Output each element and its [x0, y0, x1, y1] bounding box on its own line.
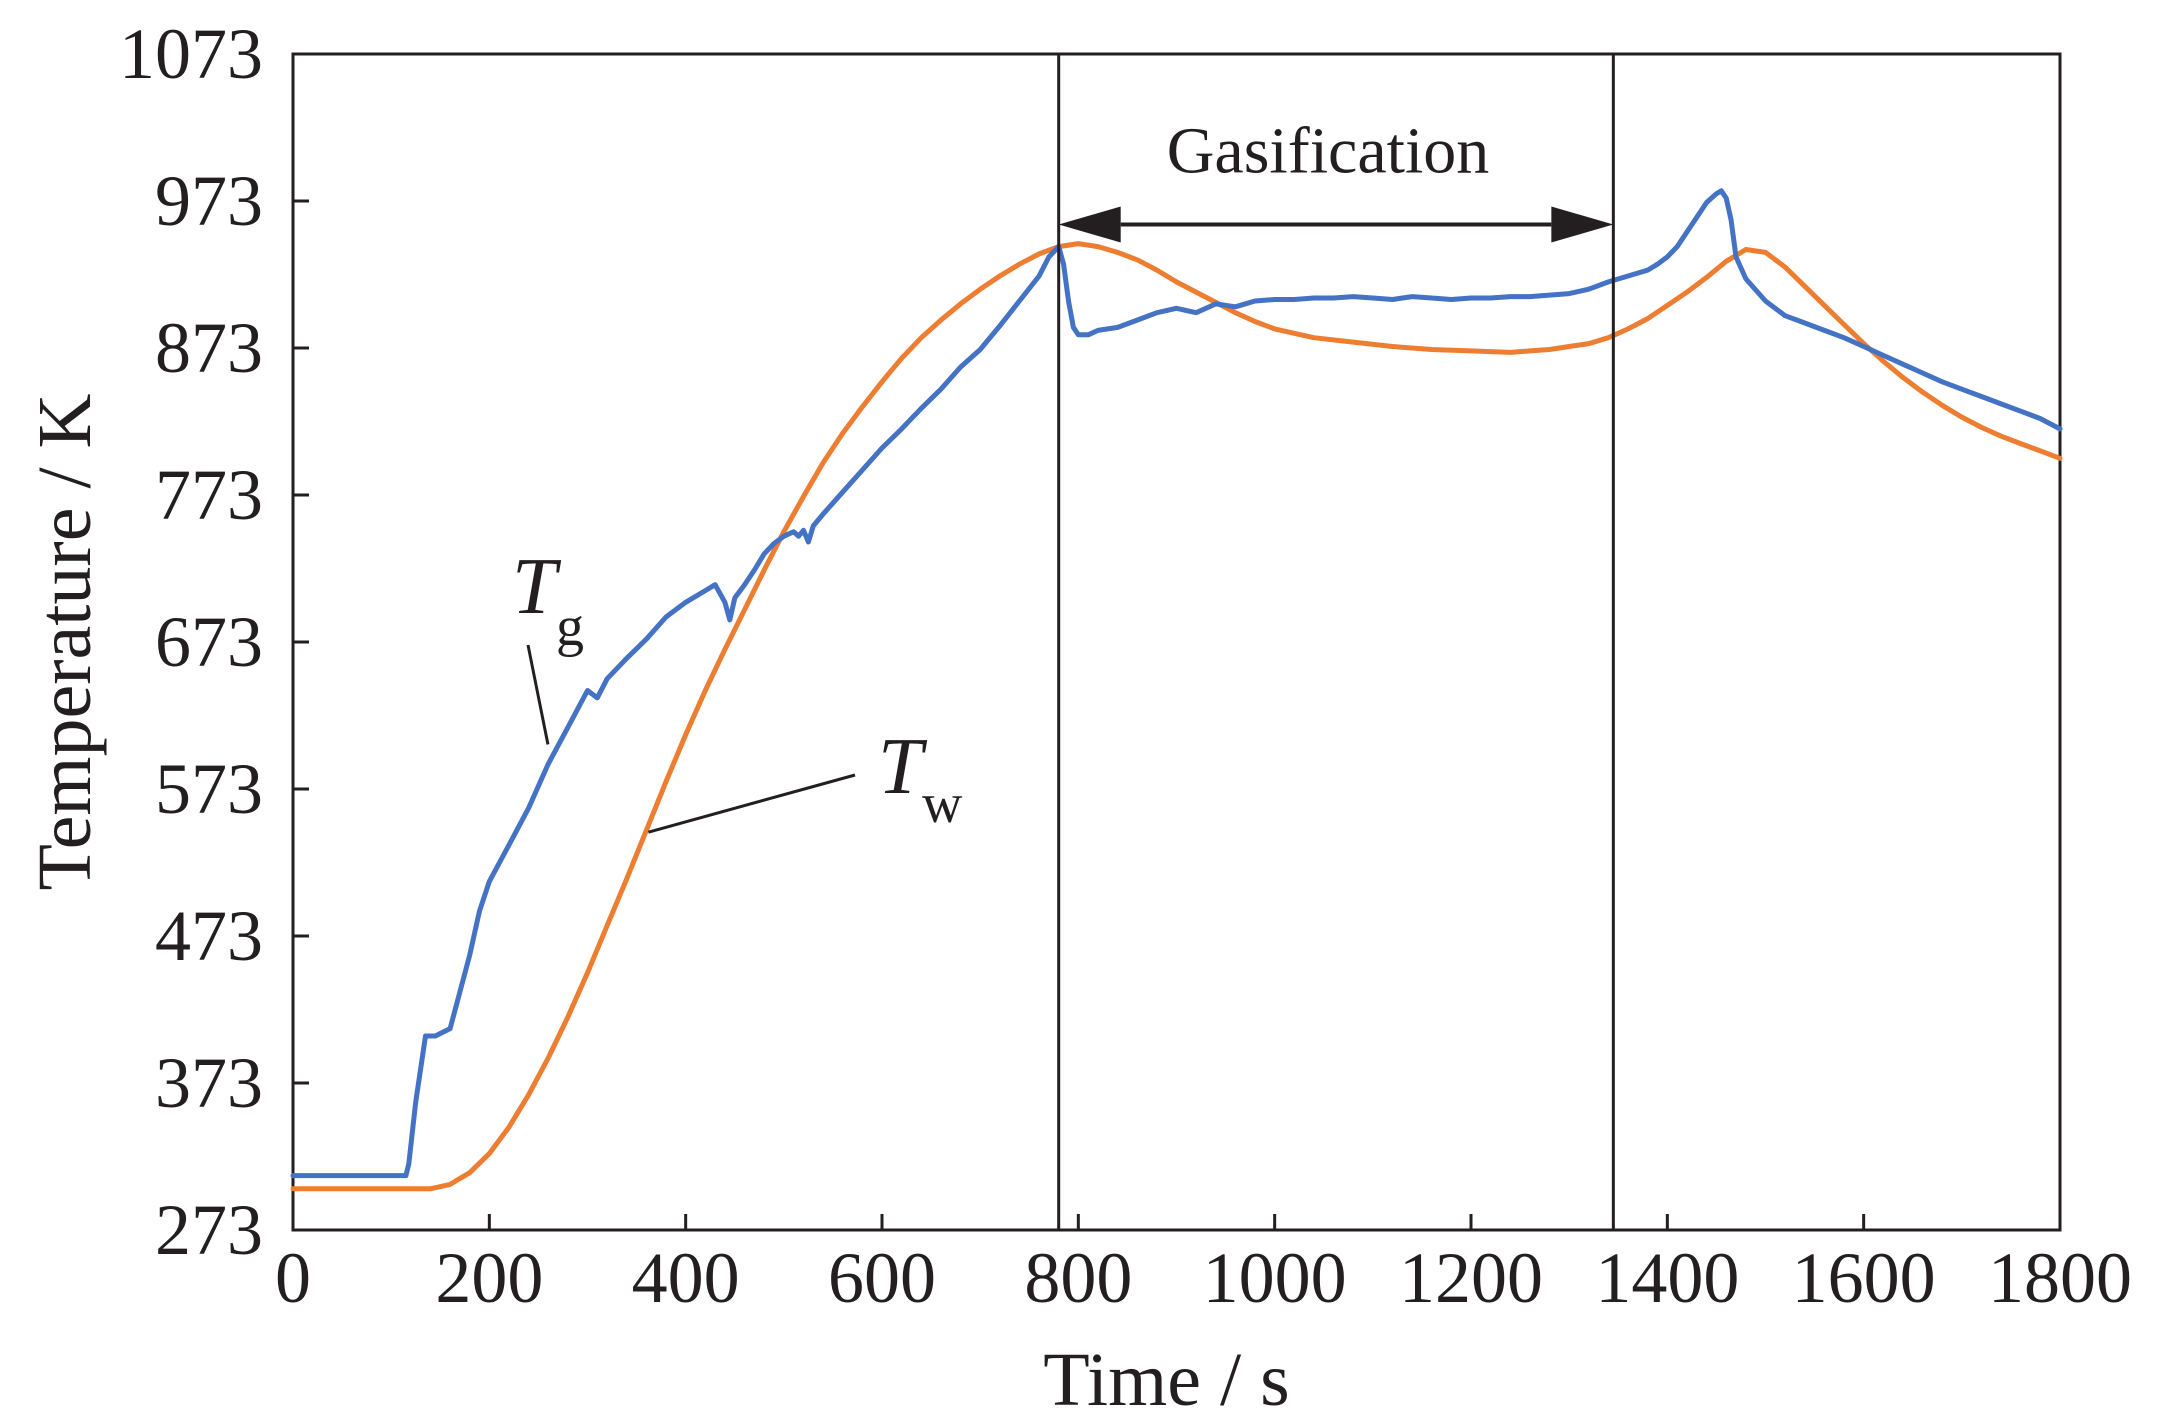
y-tick-label: 473 — [155, 896, 263, 976]
arrowhead-left-icon — [1058, 206, 1121, 243]
gasification-label: Gasification — [1167, 115, 1490, 188]
tg-leader-line — [526, 644, 550, 745]
x-tick-label: 800 — [1024, 1238, 1132, 1318]
y-tick-label: 373 — [155, 1043, 263, 1123]
y-tick-label: 673 — [155, 602, 263, 682]
tw-leader-line — [648, 773, 856, 834]
x-tick-label: 1600 — [1792, 1238, 1936, 1318]
x-tick-label: 400 — [632, 1238, 740, 1318]
y-tick-label: 273 — [155, 1190, 263, 1270]
arrowhead-right-icon — [1551, 206, 1614, 243]
series-line-tw — [290, 241, 2063, 1192]
y-tick-label: 573 — [155, 749, 263, 829]
y-tick-label: 873 — [155, 308, 263, 388]
x-tick-label: 200 — [435, 1238, 543, 1318]
x-tick-label: 1800 — [1988, 1238, 2132, 1318]
x-axis-title: Time / s — [1043, 1338, 1289, 1422]
y-axis-title: Temperature / K — [23, 393, 107, 890]
x-tick-label: 0 — [275, 1238, 311, 1318]
y-tick-label: 973 — [155, 161, 263, 241]
series-line-tg — [290, 188, 2063, 1179]
y-tick-label: 773 — [155, 455, 263, 535]
series-label-tg-subscript: g — [556, 596, 584, 658]
x-tick-label: 1200 — [1399, 1238, 1543, 1318]
series-label-tg: T — [512, 543, 562, 631]
axes: 0 200 400 600 800 1000 1200 1400 1600 1800 273 373 4… — [23, 14, 2132, 1422]
x-tick-label: 1000 — [1203, 1238, 1347, 1318]
x-tick-label: 600 — [828, 1238, 936, 1318]
x-tick-label: 1400 — [1595, 1238, 1739, 1318]
series-layer — [290, 188, 2063, 1192]
y-tick-label: 1073 — [119, 14, 263, 94]
series-label-tw: T — [878, 723, 928, 811]
series-label-tw-subscript: w — [922, 773, 963, 835]
